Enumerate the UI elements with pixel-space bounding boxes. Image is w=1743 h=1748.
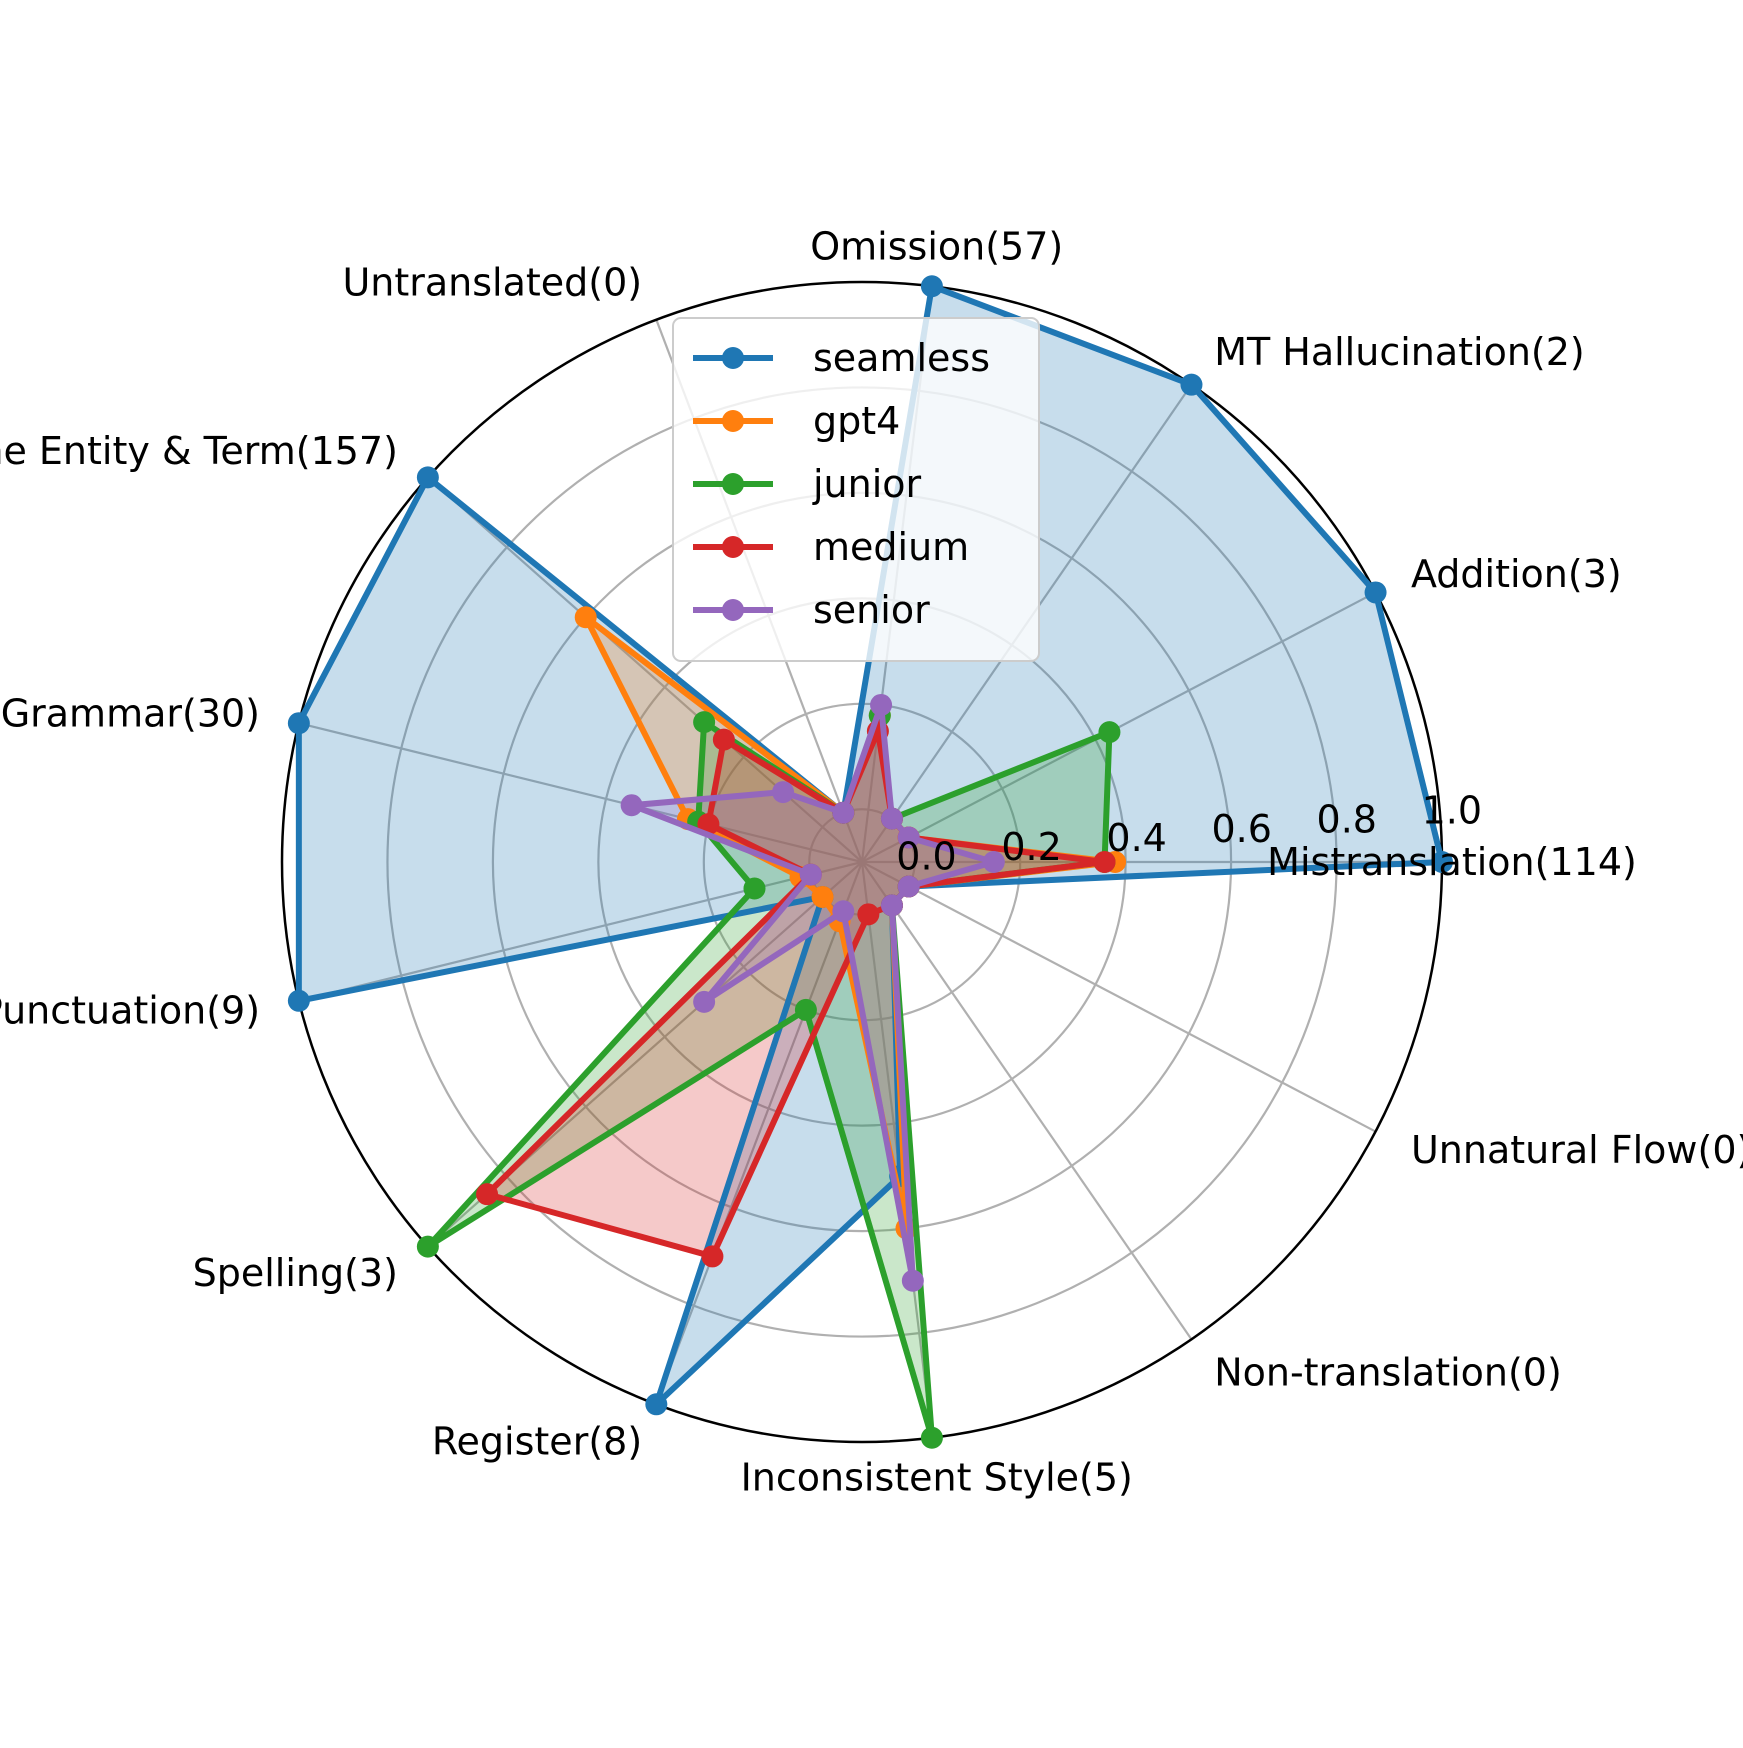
point-senior-5 (772, 781, 795, 804)
point-junior-5 (693, 711, 716, 734)
point-gpt4-5 (574, 606, 597, 629)
legend-marker-junior (722, 473, 744, 495)
point-junior-8 (416, 1235, 439, 1258)
grid-spoke (298, 860, 863, 1002)
point-seamless-3 (920, 275, 943, 298)
point-seamless-6 (287, 712, 310, 735)
category-label: Omission(57) (810, 225, 1063, 269)
point-junior-9 (794, 998, 817, 1021)
point-senior-7 (799, 863, 822, 886)
point-seamless-7 (287, 989, 310, 1012)
legend-marker-senior (722, 599, 744, 621)
point-medium-8 (476, 1183, 499, 1206)
category-label: Untranslated(0) (342, 260, 642, 304)
legend-marker-seamless (722, 347, 744, 369)
series-fill-medium (487, 731, 1105, 1257)
point-senior-2 (880, 807, 903, 830)
series-fill-seamless (298, 286, 1443, 1405)
point-seamless-9 (645, 1393, 668, 1416)
tick-label: 0.2 (1001, 825, 1061, 869)
point-senior-8 (693, 990, 716, 1013)
point-gpt4-8 (811, 885, 834, 908)
category-labels: Mistranslation(114) Addition(3) MT Halluci… (0, 225, 1743, 1500)
point-senior-11 (880, 894, 903, 917)
category-label: Wrong Name Entity & Term(157) (0, 429, 398, 473)
legend-label-gpt4: gpt4 (813, 399, 900, 443)
legend-frame (672, 317, 1040, 662)
point-junior-10 (920, 1426, 943, 1449)
point-junior-1 (1098, 721, 1121, 744)
legend: seamless gpt4 junior medium senior (672, 317, 1040, 662)
legend-label-seamless: seamless (813, 336, 990, 380)
point-seamless-1 (1364, 581, 1387, 604)
point-senior-12 (897, 875, 920, 898)
category-label: MT Hallucination(2) (1214, 330, 1585, 374)
legend-marker-medium (722, 536, 744, 558)
category-label: Register(8) (432, 1420, 642, 1464)
category-label: Grammar(30) (1, 692, 260, 736)
grid-spoke (655, 861, 864, 1405)
tick-label: 0.8 (1317, 798, 1377, 842)
tick-label: 1.0 (1422, 788, 1482, 832)
grid-spoke (298, 722, 863, 864)
tick-label: 0.4 (1106, 816, 1166, 860)
series-lines (287, 275, 1453, 1449)
point-medium-0 (1093, 851, 1116, 873)
point-senior-0 (982, 851, 1005, 873)
category-label: Mistranslation(114) (1267, 840, 1637, 884)
point-senior-4 (832, 801, 855, 824)
radial-tick-labels: 0.0 0.2 0.4 0.6 0.8 1.0 (896, 788, 1482, 878)
legend-marker-gpt4 (722, 410, 744, 432)
legend-label-senior: senior (813, 588, 930, 632)
category-label: Unnatural Flow(0) (1411, 1128, 1743, 1172)
point-senior-10 (901, 1269, 924, 1292)
point-senior-1 (897, 826, 920, 849)
category-label: Addition(3) (1411, 552, 1622, 596)
legend-label-medium: medium (813, 525, 969, 569)
point-seamless-5 (416, 466, 439, 489)
point-medium-10 (857, 903, 880, 926)
grid-spoke (861, 861, 1193, 1340)
category-label: Punctuation(9) (0, 988, 260, 1032)
category-label: Spelling(3) (193, 1251, 398, 1295)
point-senior-9 (832, 900, 855, 923)
series-line-senior (630, 703, 1005, 1282)
point-senior-6 (620, 794, 643, 817)
grid-spoke (861, 861, 1377, 1133)
category-label: Non-translation(0) (1214, 1350, 1562, 1394)
point-junior-7 (743, 877, 766, 900)
legend-label-junior: junior (812, 462, 922, 506)
tick-label: 0.0 (896, 834, 956, 878)
category-label: Inconsistent Style(5) (741, 1455, 1133, 1499)
point-medium-5 (712, 728, 735, 751)
point-seamless-0 (1431, 851, 1453, 873)
point-medium-9 (701, 1245, 724, 1268)
tick-label: 0.6 (1211, 807, 1271, 851)
point-senior-3 (870, 693, 893, 716)
point-seamless-2 (1180, 373, 1203, 396)
